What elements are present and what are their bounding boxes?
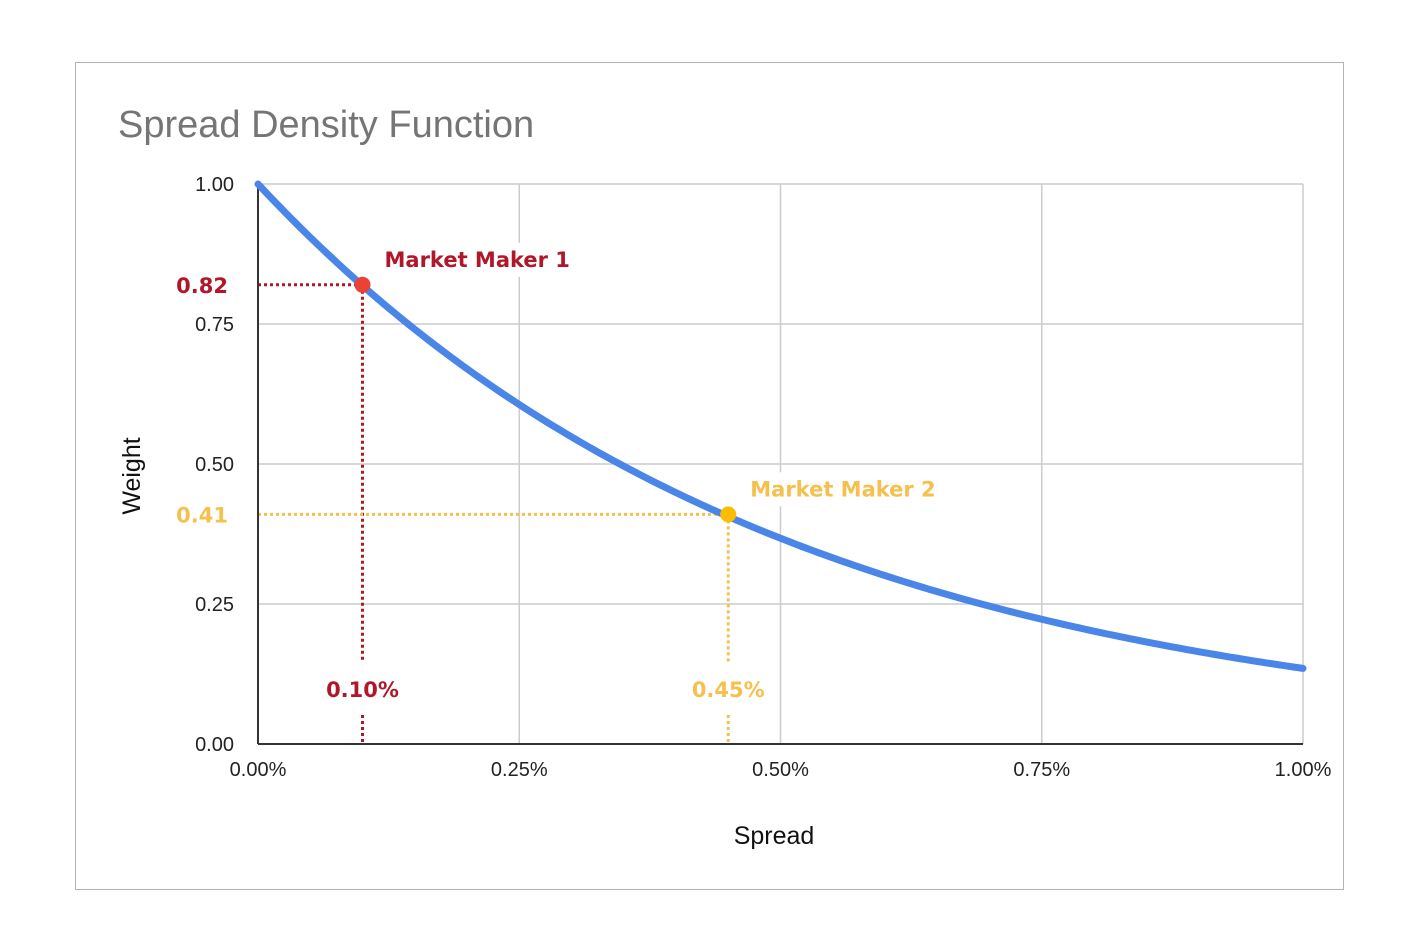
x-tick-label: 0.25%: [491, 759, 548, 781]
x-tick-label: 0.50%: [752, 759, 809, 781]
y-tick-label: 0.75: [195, 314, 234, 336]
y-tick-label: 0.00: [195, 734, 234, 756]
chart-title: Spread Density Function: [118, 104, 534, 146]
annotation-2-label: Market Maker 2: [750, 477, 935, 501]
y-tick-label: 1.00: [195, 174, 234, 196]
x-tick-label: 1.00%: [1275, 759, 1332, 781]
annotation-points: [354, 276, 737, 523]
axes: [257, 184, 1303, 745]
x-axis-title: Spread: [734, 822, 815, 850]
annotation-1-x-value: 0.10%: [326, 678, 399, 702]
y-tick-label: 0.25: [195, 594, 234, 616]
annotation-1-label-bg: [376, 242, 579, 277]
grid: [258, 183, 1304, 744]
annotation-1-label: Market Maker 1: [385, 248, 570, 272]
series-layer: [254, 180, 1307, 672]
x-tick-label: 0.75%: [1013, 759, 1070, 781]
annotation-2-label-bg: [742, 472, 945, 507]
annotation-2-point: [720, 506, 737, 523]
guide-lines: [258, 283, 730, 744]
labels-layer: 0.00 0.25 0.50 0.75 1.00 0.00% 0.25% 0.50% 0.75%…: [176, 174, 1331, 781]
chart-frame: [75, 62, 1344, 890]
annotation-2-y-value: 0.41: [176, 503, 228, 527]
y-tick-label: 0.50: [195, 454, 234, 476]
x-tick-label: 0.00%: [230, 759, 287, 781]
annotation-2-x-value: 0.45%: [692, 678, 765, 702]
annotation-1-y-value: 0.82: [176, 274, 228, 298]
annotation-1-point: [354, 276, 371, 293]
series-line: [254, 180, 1307, 672]
y-axis-title: Weight: [118, 437, 146, 514]
